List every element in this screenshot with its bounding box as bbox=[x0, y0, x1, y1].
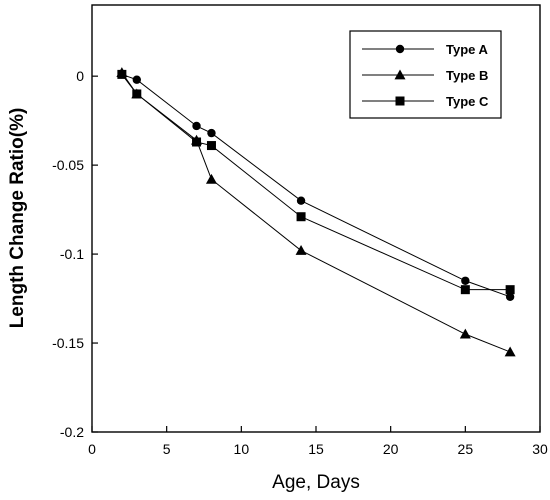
type-b-point bbox=[504, 346, 516, 357]
x-tick-label: 25 bbox=[458, 441, 474, 457]
legend-marker bbox=[395, 96, 405, 106]
type-c-point bbox=[296, 212, 306, 222]
type-a-point bbox=[207, 128, 216, 138]
type-b-point bbox=[205, 173, 217, 184]
legend-label: Type A bbox=[446, 42, 489, 57]
type-c-point bbox=[206, 141, 216, 151]
axis-ticks: 0 5 10 15 20 25 30 0 -0.05 -0.1 -0.15 -0.2 bbox=[52, 68, 548, 457]
legend-marker bbox=[394, 69, 406, 80]
x-tick-label: 10 bbox=[234, 441, 250, 457]
type-c-point bbox=[117, 69, 127, 79]
legend-item-type-c: Type C bbox=[362, 94, 489, 109]
type-a-point bbox=[132, 75, 141, 84]
legend-item-type-a: Type A bbox=[362, 42, 489, 57]
x-axis-title: Age, Days bbox=[272, 472, 360, 493]
type-c-point bbox=[132, 89, 142, 99]
series-markers bbox=[116, 67, 516, 357]
type-c-point bbox=[460, 285, 470, 295]
legend-marker bbox=[395, 44, 405, 54]
type-a-point bbox=[296, 196, 306, 205]
legend: Type A Type B Type C bbox=[349, 30, 502, 119]
y-tick-label: -0.05 bbox=[52, 157, 84, 173]
y-tick-label: -0.1 bbox=[60, 246, 84, 262]
legend-label: Type C bbox=[446, 94, 489, 109]
x-tick-label: 30 bbox=[532, 441, 548, 457]
x-tick-label: 20 bbox=[383, 441, 399, 457]
type-a-point bbox=[192, 121, 201, 131]
legend-item-type-b: Type B bbox=[362, 68, 488, 83]
legend-items: Type A Type B Type C bbox=[362, 42, 489, 109]
y-tick-label: 0 bbox=[76, 68, 84, 84]
y-axis-title: Length Change Ratio(%) bbox=[7, 108, 28, 329]
x-tick-label: 0 bbox=[88, 441, 96, 457]
type-b-point bbox=[459, 328, 471, 339]
legend-label: Type B bbox=[446, 68, 488, 83]
type-c-point bbox=[505, 285, 515, 295]
type-c-point bbox=[192, 137, 202, 147]
type-a-point bbox=[461, 276, 470, 285]
type-a-point bbox=[505, 292, 515, 301]
x-tick-label: 15 bbox=[308, 441, 324, 457]
type-b-point bbox=[295, 245, 307, 255]
y-tick-label: -0.2 bbox=[60, 424, 84, 440]
x-tick-label: 5 bbox=[163, 441, 171, 457]
y-tick-label: -0.15 bbox=[52, 335, 84, 351]
